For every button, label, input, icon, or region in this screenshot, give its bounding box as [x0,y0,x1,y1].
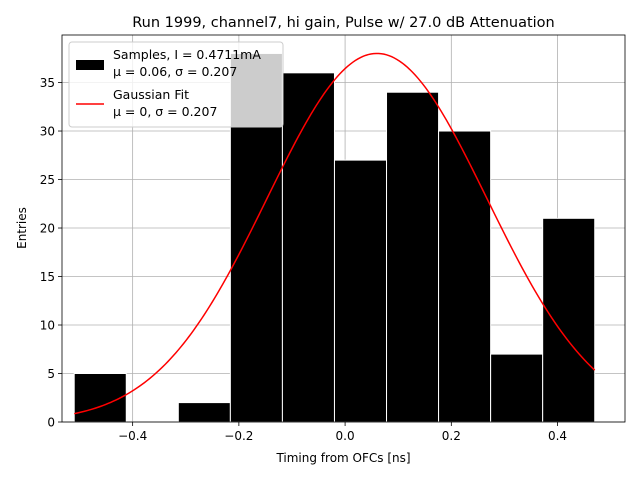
x-tick-label: 0.0 [336,429,355,443]
y-tick-label: 10 [40,319,55,333]
y-tick-label: 5 [47,367,55,381]
histogram-bar-9 [542,217,596,423]
legend-label-gaussian-stats: μ = 0, σ = 0.207 [113,104,217,119]
plot-frame [61,34,626,423]
histogram-bar-7 [438,130,492,423]
y-tick-label: 30 [40,125,55,139]
x-axis-ticks: −0.4 −0.2 0.0 0.2 0.4 [118,422,567,443]
chart-title: Run 1999, channel7, hi gain, Pulse w/ 27… [132,15,555,31]
y-axis-label: Entries [15,207,29,249]
legend: Samples, I = 0.4711mA μ = 0.06, σ = 0.20… [68,41,284,128]
x-tick-label: −0.2 [224,429,253,443]
y-tick-label: 35 [40,76,55,90]
legend-label-gaussian: Gaussian Fit [113,87,189,102]
legend-box [68,41,284,128]
y-tick-label: 15 [40,270,55,284]
x-tick-label: 0.2 [442,429,461,443]
gaussian-fit-line [74,52,596,415]
legend-swatch-samples [76,60,104,70]
histogram-bar-5 [333,159,388,423]
x-axis-label: Timing from OFCs [ns] [275,451,410,465]
y-tick-label: 0 [47,416,55,430]
histogram-bar-6 [386,91,440,423]
y-tick-label: 25 [40,173,55,187]
histogram-bars [73,52,596,423]
x-tick-label: 0.4 [548,429,567,443]
histogram-bar-8 [490,353,544,423]
legend-label-samples: Samples, I = 0.4711mA [113,47,261,62]
histogram-bar-4 [281,72,335,423]
y-axis-ticks: 0 5 10 15 20 25 30 35 [40,76,62,430]
y-tick-label: 20 [40,222,55,236]
legend-label-samples-stats: μ = 0.06, σ = 0.207 [113,64,237,79]
histogram-bar-0 [73,373,127,423]
histogram-bar-2 [177,402,231,423]
x-tick-label: −0.4 [118,429,147,443]
